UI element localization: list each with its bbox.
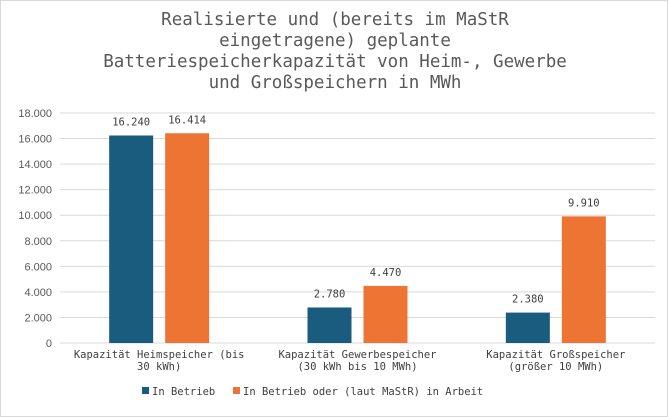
- x-category-label: (30 kWh bis 10 MWh): [297, 361, 417, 373]
- legend-swatch: [142, 387, 149, 394]
- x-category-label: (größer 10 MWh): [508, 361, 603, 373]
- y-tick-label: 12.000: [18, 185, 52, 197]
- chart-title: Realisierte und (bereits im MaStR einget…: [103, 10, 567, 93]
- data-label: 16.240: [112, 116, 150, 128]
- data-label: 2.380: [512, 294, 544, 306]
- legend-label: In Betrieb oder (laut MaStR) in Arbeit: [243, 386, 483, 398]
- y-tick-label: 2.000: [24, 312, 52, 324]
- bar: [505, 312, 550, 343]
- data-label: 2.780: [314, 288, 346, 300]
- y-tick-label: 8.000: [24, 236, 52, 248]
- x-category-label: 30 kWh): [137, 361, 181, 373]
- x-category-label: Kapazität Heimspeicher (bis: [74, 349, 245, 361]
- legend-label: In Betrieb: [152, 386, 215, 398]
- data-label: 4.470: [370, 267, 402, 279]
- y-tick-label: 14.000: [18, 159, 52, 171]
- x-category-label: Kapazität Gewerbespeicher: [278, 349, 436, 361]
- bar: [109, 135, 154, 343]
- y-tick-label: 16.000: [18, 134, 52, 146]
- bar: [307, 307, 352, 343]
- bar: [561, 216, 606, 343]
- bar: [363, 285, 408, 343]
- bar: [165, 133, 210, 343]
- y-tick-label: 0: [46, 338, 52, 350]
- y-tick-label: 10.000: [18, 210, 52, 222]
- x-category-label: Kapazität Großspeicher: [486, 349, 625, 361]
- y-tick-label: 18.000: [18, 108, 52, 120]
- y-tick-label: 4.000: [24, 287, 52, 299]
- data-label: 9.910: [568, 197, 600, 209]
- legend-swatch: [233, 387, 240, 394]
- data-label: 16.414: [168, 114, 206, 126]
- y-tick-label: 6.000: [24, 261, 52, 273]
